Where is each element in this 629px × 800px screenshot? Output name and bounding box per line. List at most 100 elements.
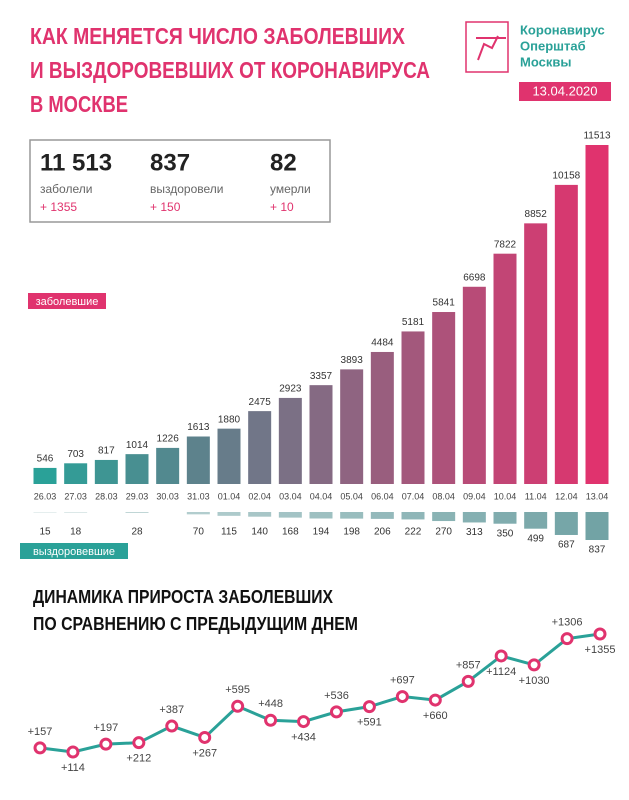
- marker: [395, 690, 409, 704]
- bar: [64, 512, 88, 513]
- data-label: 703: [67, 449, 84, 460]
- legend-swatch: [28, 293, 106, 309]
- marker: [231, 699, 245, 713]
- bar: [432, 512, 456, 522]
- title: КАК МЕНЯЕТСЯ ЧИСЛО ЗАБОЛЕВШИХ И ВЫЗДОРОВ…: [30, 23, 430, 117]
- data-label: 15: [39, 527, 51, 538]
- data-label: +267: [192, 747, 217, 759]
- x-tick-label: 12.04: [555, 491, 578, 501]
- data-label: +434: [291, 731, 316, 743]
- bar: [248, 411, 272, 484]
- stat-delta: + 1355: [40, 200, 77, 214]
- data-label: 7822: [494, 239, 517, 250]
- marker: [527, 658, 541, 672]
- logo-text: Москвы: [520, 54, 571, 69]
- data-label: 5181: [402, 317, 425, 328]
- data-label: +660: [423, 710, 448, 722]
- data-label: +448: [258, 698, 283, 710]
- x-tick-label: 04.04: [310, 491, 333, 501]
- date: 13.04.2020: [532, 83, 597, 98]
- data-label: +197: [93, 722, 118, 734]
- stat-label: умерли: [270, 182, 311, 196]
- x-tick-label: 13.04: [586, 491, 609, 501]
- data-label: 198: [343, 527, 360, 538]
- marker: [297, 715, 311, 729]
- x-tick-label: 06.04: [371, 491, 394, 501]
- data-label: 6698: [463, 272, 486, 283]
- data-label: 499: [527, 533, 544, 544]
- data-label: 206: [374, 527, 391, 538]
- data-label: +595: [225, 684, 250, 696]
- bar: [309, 385, 333, 484]
- legend-label: заболевшие: [36, 296, 99, 308]
- logo-emblem: [465, 21, 509, 73]
- data-label: 70: [193, 527, 205, 538]
- marker: [560, 632, 574, 646]
- marker: [461, 674, 475, 688]
- data-label: 8852: [525, 209, 548, 220]
- bar: [493, 512, 517, 524]
- bar: [554, 184, 578, 484]
- data-label: 1880: [218, 414, 241, 425]
- data-label: 28: [131, 527, 143, 538]
- bar: [278, 512, 302, 518]
- legend-label: выздоровевшие: [33, 546, 115, 558]
- bar: [156, 447, 180, 484]
- bar: [401, 512, 425, 520]
- data-label: +114: [61, 762, 85, 774]
- title-line: КАК МЕНЯЕТСЯ ЧИСЛО ЗАБОЛЕВШИХ: [30, 23, 406, 49]
- bar: [340, 512, 364, 519]
- bar: [585, 512, 609, 540]
- marker: [66, 745, 80, 759]
- data-label: +212: [126, 753, 151, 765]
- legend-swatch: [20, 543, 128, 559]
- x-tick-label: 01.04: [218, 491, 241, 501]
- data-label: 3893: [341, 355, 364, 366]
- bar: [33, 512, 57, 513]
- x-tick-label: 28.03: [95, 491, 118, 501]
- data-label: +857: [456, 659, 481, 671]
- data-label: +697: [390, 674, 415, 686]
- bar: [186, 436, 210, 484]
- stat-value: 11 513: [40, 149, 112, 176]
- data-label: 3357: [310, 371, 333, 382]
- stat-delta: + 10: [270, 200, 294, 214]
- data-label: 194: [313, 527, 330, 538]
- x-tick-label: 08.04: [432, 491, 455, 501]
- bar: [186, 512, 210, 515]
- bar: [585, 145, 609, 484]
- data-label: +1030: [519, 675, 550, 687]
- stat-label: выздоровели: [150, 182, 223, 196]
- x-tick-label: 30.03: [156, 491, 179, 501]
- bar: [217, 512, 241, 516]
- data-label: 687: [558, 540, 575, 551]
- stat-value: 837: [150, 149, 190, 176]
- bar: [370, 351, 394, 484]
- chart-title: ПО СРАВНЕНИЮ С ПРЕДЫДУЩИМ ДНЕМ: [33, 614, 358, 634]
- logo-text: Оперштаб: [520, 38, 586, 53]
- chart-title: ДИНАМИКА ПРИРОСТА ЗАБОЛЕВШИХ: [33, 587, 333, 607]
- data-label: +157: [28, 726, 53, 738]
- marker: [33, 741, 47, 755]
- stats-box: [29, 139, 331, 223]
- data-label: 1226: [157, 434, 180, 445]
- bar: [462, 286, 486, 484]
- date-badge: [519, 82, 611, 101]
- data-label: 18: [70, 527, 82, 538]
- bar: [524, 512, 548, 529]
- marker: [99, 737, 113, 751]
- data-label: 168: [282, 527, 299, 538]
- data-label: 817: [98, 446, 115, 457]
- data-label: 1014: [126, 440, 149, 451]
- marker: [264, 713, 278, 727]
- data-label: +1355: [585, 644, 616, 656]
- marker: [593, 627, 607, 641]
- bar: [524, 223, 548, 484]
- data-label: 350: [497, 528, 514, 539]
- bar: [462, 512, 486, 523]
- data-label: +1124: [486, 666, 516, 678]
- data-label: 115: [221, 527, 237, 538]
- data-label: 222: [405, 527, 422, 538]
- data-label: 313: [466, 527, 483, 538]
- bar: [278, 397, 302, 484]
